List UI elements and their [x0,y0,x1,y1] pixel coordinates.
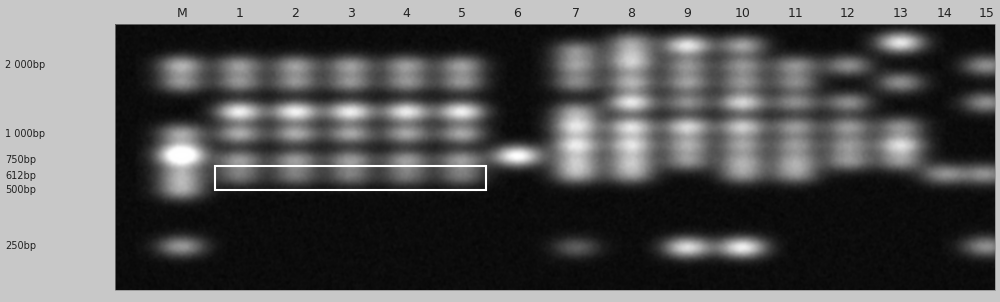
Text: 750bp: 750bp [5,155,36,165]
Text: 500bp: 500bp [5,185,36,195]
Text: 2: 2 [291,7,299,20]
Text: 612bp: 612bp [5,171,36,181]
Text: 15: 15 [978,7,994,20]
Text: 2 000bp: 2 000bp [5,60,45,70]
Text: M: M [177,7,187,20]
Bar [115,24,995,290]
Text: 6: 6 [513,7,521,20]
Text: 7: 7 [572,7,580,20]
Text: 4: 4 [402,7,410,20]
Text: 1 000bp: 1 000bp [5,130,45,140]
Text: 9: 9 [683,7,691,20]
Text: 11: 11 [787,7,803,20]
Text: 5: 5 [458,7,466,20]
Text: 13: 13 [893,7,909,20]
Text: 3: 3 [347,7,355,20]
Text: 1: 1 [236,7,244,20]
Bar [215,166,486,190]
Text: 14: 14 [937,7,953,20]
Text: 8: 8 [628,7,636,20]
Text: 10: 10 [735,7,750,20]
Text: 250bp: 250bp [5,241,36,251]
Text: 12: 12 [840,7,856,20]
